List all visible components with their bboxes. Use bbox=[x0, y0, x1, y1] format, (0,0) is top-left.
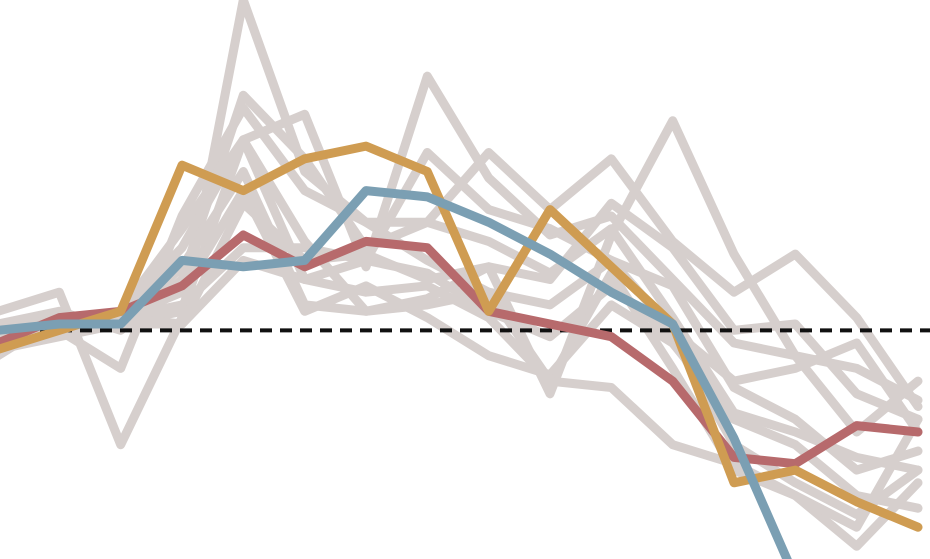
background-series-line-5 bbox=[0, 186, 923, 513]
series-line-blue bbox=[0, 186, 792, 559]
series-line-gold bbox=[0, 141, 923, 532]
background-series-line-11 bbox=[0, 135, 923, 475]
highlighted-series-group bbox=[0, 141, 923, 559]
background-series-line-1 bbox=[0, 0, 923, 450]
